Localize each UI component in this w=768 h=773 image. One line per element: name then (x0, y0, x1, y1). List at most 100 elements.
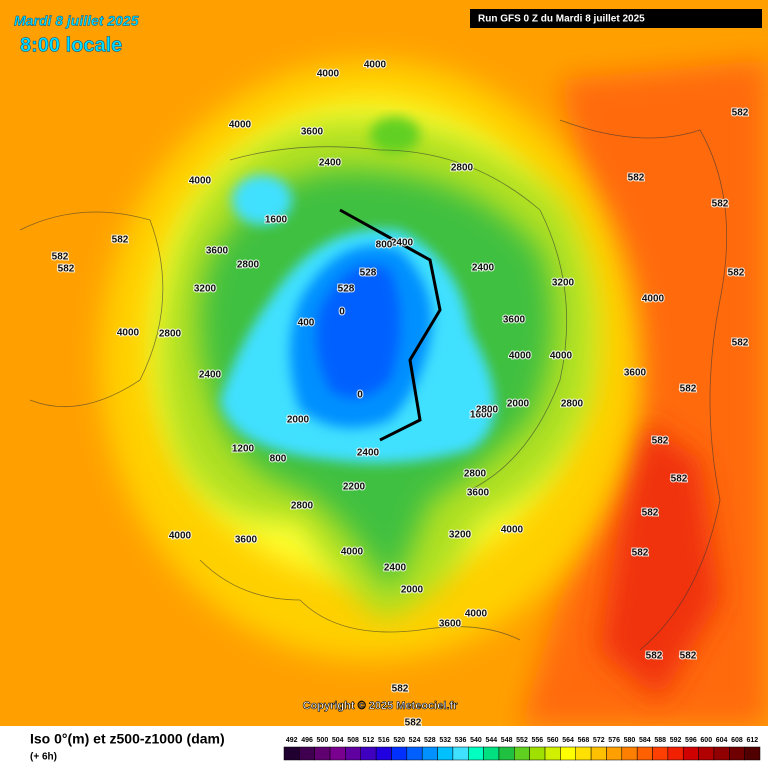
contour-label: 582 (112, 235, 129, 246)
colorbar-label: 512 (363, 737, 375, 744)
colorbar-swatch (360, 746, 377, 761)
contour-label: 3200 (552, 278, 575, 289)
contour-label: 2400 (319, 158, 342, 169)
colorbar-label: 504 (332, 737, 344, 744)
contour-label: 3600 (503, 315, 526, 326)
colorbar-label: 560 (547, 737, 559, 744)
legend-title: Iso 0°(m) et z500-z1000 (dam) (30, 731, 225, 747)
contour-label: 2800 (476, 405, 499, 416)
colorbar-label: 556 (532, 737, 544, 744)
colorbar-label: 520 (393, 737, 405, 744)
copyright: Copyright © 2025 Meteociel.fr (303, 700, 459, 712)
map-date: Mardi 8 juillet 2025 (14, 13, 139, 29)
contour-label: 4000 (117, 328, 140, 339)
contour-label: 4000 (501, 525, 524, 536)
colorbar-swatch (314, 746, 331, 761)
contour-label: 2800 (159, 329, 182, 340)
colorbar-label: 540 (470, 737, 482, 744)
contour-label: 4000 (465, 609, 488, 620)
colorbar-label: 508 (347, 737, 359, 744)
contour-label: 2400 (384, 563, 407, 574)
colorbar-label: 544 (485, 737, 497, 744)
colorbar-swatch (652, 746, 669, 761)
contour-label: 582 (728, 268, 745, 279)
contour-label: 0 (357, 390, 363, 401)
colorbar-label: 564 (562, 737, 574, 744)
colorbar-swatch (590, 746, 607, 761)
contour-label: 4000 (509, 351, 532, 362)
colorbar-swatch (452, 746, 469, 761)
contour-label: 2400 (391, 238, 414, 249)
contour-label: 1600 (265, 215, 288, 226)
contour-label: 582 (632, 548, 649, 559)
contour-label: 1600 (470, 410, 493, 421)
colorbar-swatch (667, 746, 684, 761)
colorbar-label: 528 (424, 737, 436, 744)
contour-label: 2000 (401, 585, 424, 596)
contour-label: 582 (628, 173, 645, 184)
colorbar-swatch (283, 746, 300, 761)
colorbar-swatch (498, 746, 515, 761)
forecast-step: (+ 6h) (30, 752, 57, 763)
contour-label: 2400 (472, 263, 495, 274)
colorbar-label: 496 (301, 737, 313, 744)
contour-label: 2000 (507, 399, 530, 410)
contour-label: 528 (360, 268, 377, 279)
contour-label: 2200 (343, 482, 366, 493)
colorbar-swatch (529, 746, 546, 761)
colorbar-swatch (406, 746, 423, 761)
colorbar-swatch (606, 746, 623, 761)
contour-label: 582 (652, 436, 669, 447)
colorbar-label: 588 (654, 737, 666, 744)
contour-label: 582 (671, 474, 688, 485)
colorbar-label: 600 (700, 737, 712, 744)
contour-label: 582 (712, 199, 729, 210)
colorbar-label: 572 (593, 737, 605, 744)
colorbar-swatch (514, 746, 530, 761)
contour-label: 2800 (464, 469, 487, 480)
contour-label: 582 (680, 384, 697, 395)
colorbar-label: 576 (608, 737, 620, 744)
map-time: 8:00 locale (20, 34, 122, 56)
colorbar-label: 500 (317, 737, 329, 744)
contour-labels: 4000400040003600240040001600280036003200… (51, 59, 750, 730)
colorbar-label: 612 (746, 737, 758, 744)
colorbar-swatch (682, 746, 699, 761)
contour-label: 582 (642, 508, 659, 519)
contour-label: 3600 (624, 368, 647, 379)
contour-label: 4000 (189, 176, 212, 187)
contour-label: 4000 (364, 60, 387, 71)
colorbar-label: 516 (378, 737, 390, 744)
colorbar-swatch (391, 746, 408, 761)
colorbar-swatch (729, 746, 745, 761)
colorbar-swatch (437, 746, 454, 761)
colorbar-label: 580 (624, 737, 636, 744)
colorbar-label: 536 (455, 737, 467, 744)
contour-label: 4000 (229, 120, 252, 131)
colorbar-label: 532 (439, 737, 451, 744)
colorbar-label: 568 (578, 737, 590, 744)
contour-label: 2800 (451, 163, 474, 174)
contour-label: 3600 (467, 488, 490, 499)
contour-label: 2400 (199, 370, 222, 381)
contour-label: 4000 (317, 69, 340, 80)
contour-label: 582 (392, 684, 409, 695)
contour-label: 4000 (341, 547, 364, 558)
colorbar-swatch (621, 746, 638, 761)
colorbar-label: 492 (286, 737, 298, 744)
contour-label: 528 (338, 284, 355, 295)
colorbar-swatch (375, 746, 392, 761)
colorbar-label: 548 (501, 737, 513, 744)
contour-label: 3200 (449, 530, 472, 541)
colorbar-swatch (299, 746, 315, 761)
colorbar-label: 552 (516, 737, 528, 744)
contour-label: 800 (376, 240, 393, 251)
contour-label: 2000 (287, 415, 310, 426)
contour-label: 3600 (439, 619, 462, 630)
contour-label: 2800 (237, 260, 260, 271)
colorbar-label: 604 (716, 737, 728, 744)
colorbar-swatch (575, 746, 592, 761)
run-info: Run GFS 0 Z du Mardi 8 juillet 2025 (478, 14, 645, 25)
colorbar-swatch (713, 746, 730, 761)
